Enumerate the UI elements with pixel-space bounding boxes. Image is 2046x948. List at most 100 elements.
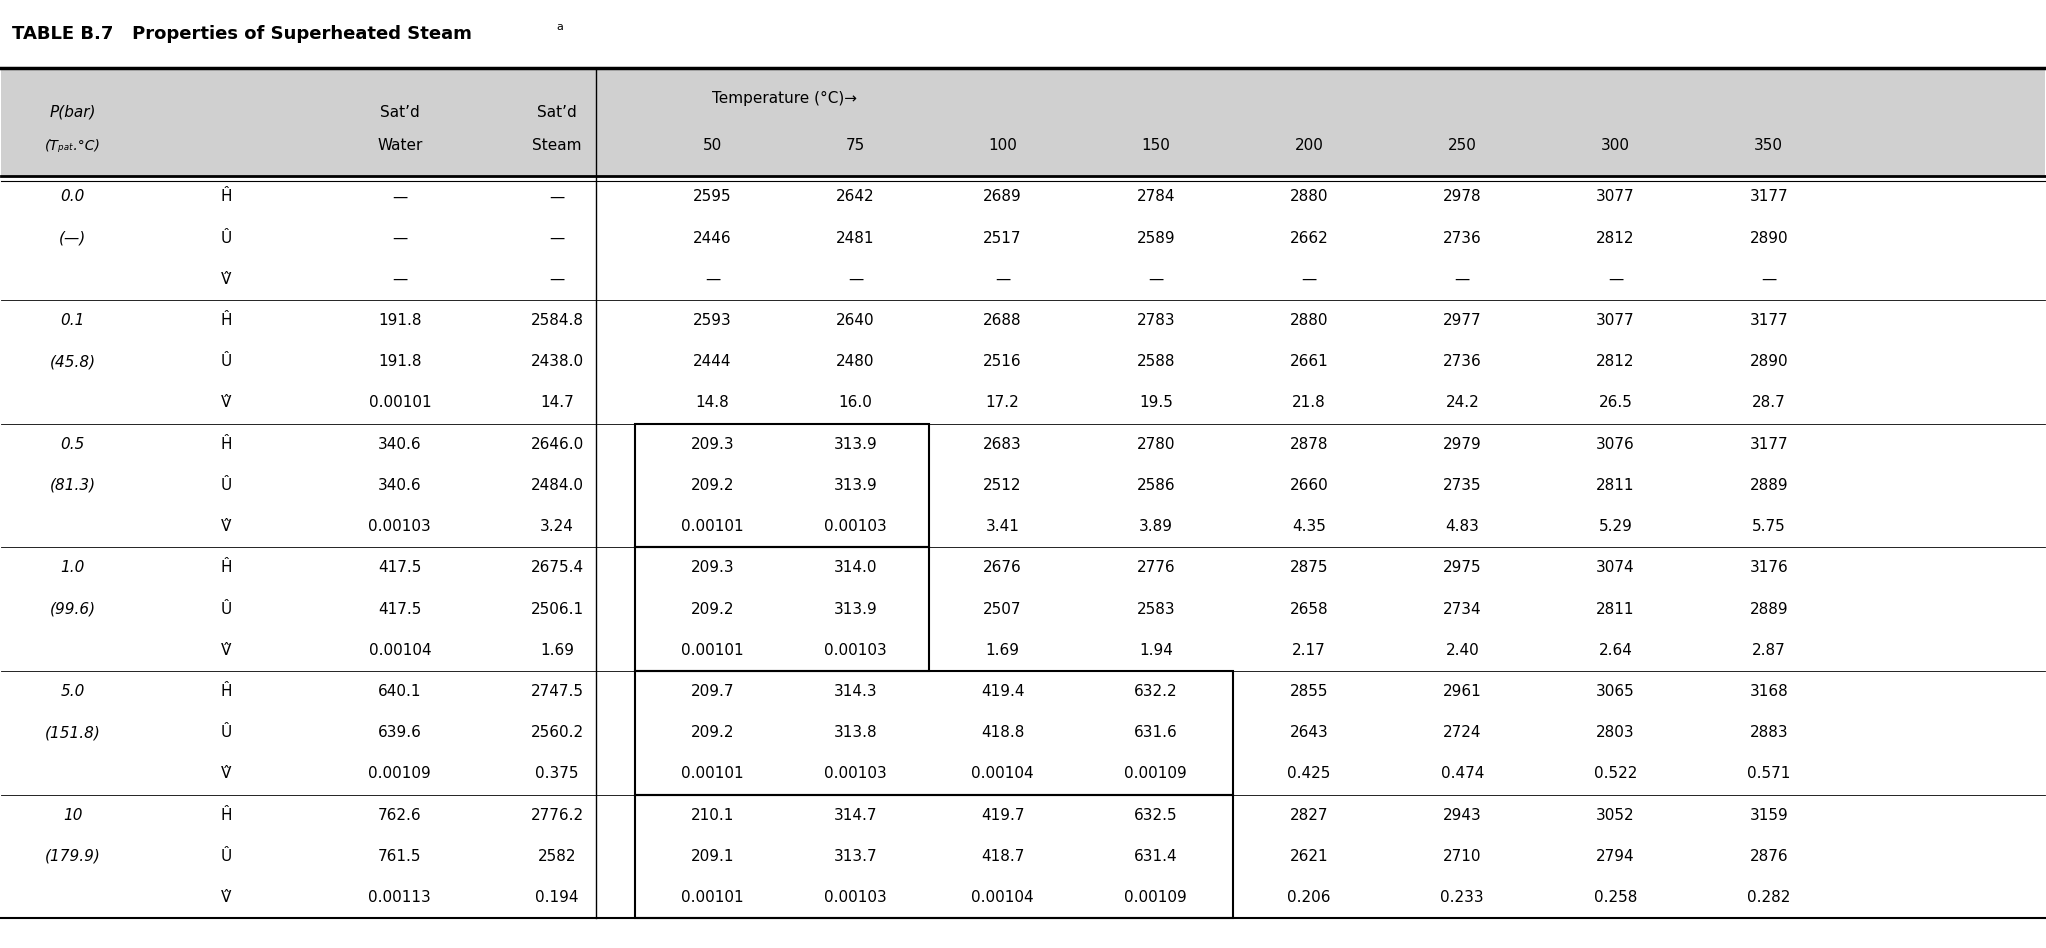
Text: —: — xyxy=(550,190,565,205)
Text: 0.00104: 0.00104 xyxy=(972,890,1033,905)
Text: 2812: 2812 xyxy=(1596,355,1635,370)
Text: 17.2: 17.2 xyxy=(986,395,1019,410)
Text: 0.00101: 0.00101 xyxy=(681,520,745,534)
Text: 0.522: 0.522 xyxy=(1594,767,1637,781)
Text: 14.8: 14.8 xyxy=(696,395,728,410)
Text: 2883: 2883 xyxy=(1749,725,1788,740)
Text: (—): (—) xyxy=(59,230,86,246)
Text: 2975: 2975 xyxy=(1442,560,1481,575)
Text: 0.474: 0.474 xyxy=(1440,767,1483,781)
Text: 314.3: 314.3 xyxy=(833,684,878,699)
Text: (179.9): (179.9) xyxy=(45,848,100,864)
Text: (81.3): (81.3) xyxy=(49,478,96,493)
Text: 639.6: 639.6 xyxy=(379,725,421,740)
Text: 1.94: 1.94 xyxy=(1140,643,1172,658)
Text: 313.9: 313.9 xyxy=(833,602,878,616)
Text: 2595: 2595 xyxy=(694,190,732,205)
Text: 1.0: 1.0 xyxy=(61,560,86,575)
Text: 0.00109: 0.00109 xyxy=(1125,890,1187,905)
Text: 191.8: 191.8 xyxy=(379,313,421,328)
Text: V̂: V̂ xyxy=(221,520,231,534)
Text: —: — xyxy=(393,272,407,287)
Text: 4.83: 4.83 xyxy=(1444,520,1479,534)
Text: 2507: 2507 xyxy=(984,602,1021,616)
Text: 418.7: 418.7 xyxy=(980,848,1025,864)
Text: 2675.4: 2675.4 xyxy=(530,560,583,575)
Text: 2811: 2811 xyxy=(1596,478,1635,493)
Text: 2662: 2662 xyxy=(1289,230,1328,246)
Text: 2735: 2735 xyxy=(1442,478,1481,493)
Text: —: — xyxy=(1148,272,1164,287)
Text: 2878: 2878 xyxy=(1289,437,1328,451)
Text: 0.5: 0.5 xyxy=(61,437,86,451)
Text: 2803: 2803 xyxy=(1596,725,1635,740)
Text: 313.9: 313.9 xyxy=(833,437,878,451)
Text: —: — xyxy=(1301,272,1318,287)
Text: V̂: V̂ xyxy=(221,395,231,410)
Text: 2736: 2736 xyxy=(1442,230,1481,246)
Text: —: — xyxy=(994,272,1011,287)
Text: 10: 10 xyxy=(63,808,82,823)
Text: 762.6: 762.6 xyxy=(379,808,421,823)
Text: 3077: 3077 xyxy=(1596,313,1635,328)
Bar xyxy=(2,67,2044,176)
Text: 3177: 3177 xyxy=(1749,437,1788,451)
Text: 2794: 2794 xyxy=(1596,848,1635,864)
Bar xyxy=(634,424,929,547)
Text: V̂: V̂ xyxy=(221,890,231,905)
Text: 209.7: 209.7 xyxy=(692,684,735,699)
Text: 2480: 2480 xyxy=(837,355,876,370)
Text: TABLE B.7   Properties of Superheated Steam: TABLE B.7 Properties of Superheated Stea… xyxy=(12,25,471,43)
Text: 2734: 2734 xyxy=(1442,602,1481,616)
Text: 2890: 2890 xyxy=(1749,230,1788,246)
Text: 2812: 2812 xyxy=(1596,230,1635,246)
Text: Ĥ: Ĥ xyxy=(221,437,231,451)
Text: 417.5: 417.5 xyxy=(379,602,421,616)
Text: 2889: 2889 xyxy=(1749,602,1788,616)
Text: Ĥ: Ĥ xyxy=(221,313,231,328)
Text: 2586: 2586 xyxy=(1136,478,1174,493)
Text: 2643: 2643 xyxy=(1289,725,1328,740)
Text: Ĥ: Ĥ xyxy=(221,808,231,823)
Text: 2593: 2593 xyxy=(694,313,732,328)
Text: 0.258: 0.258 xyxy=(1594,890,1637,905)
Text: 2876: 2876 xyxy=(1749,848,1788,864)
Text: —: — xyxy=(847,272,863,287)
Text: 210.1: 210.1 xyxy=(692,808,735,823)
Text: Steam: Steam xyxy=(532,138,581,153)
Text: 100: 100 xyxy=(988,138,1017,153)
Text: 2827: 2827 xyxy=(1289,808,1328,823)
Text: 0.206: 0.206 xyxy=(1287,890,1330,905)
Text: 2724: 2724 xyxy=(1442,725,1481,740)
Text: 19.5: 19.5 xyxy=(1140,395,1172,410)
Text: Water: Water xyxy=(376,138,424,153)
Text: 2438.0: 2438.0 xyxy=(530,355,583,370)
Text: 2512: 2512 xyxy=(984,478,1021,493)
Text: 2658: 2658 xyxy=(1289,602,1328,616)
Text: 250: 250 xyxy=(1449,138,1477,153)
Text: Sat’d: Sat’d xyxy=(381,105,419,120)
Text: Û: Û xyxy=(221,602,231,616)
Text: 75: 75 xyxy=(845,138,865,153)
Text: 2661: 2661 xyxy=(1289,355,1328,370)
Text: 28.7: 28.7 xyxy=(1751,395,1786,410)
Text: 0.00101: 0.00101 xyxy=(681,767,745,781)
Text: Ĥ: Ĥ xyxy=(221,560,231,575)
Text: 0.00109: 0.00109 xyxy=(368,767,432,781)
Text: 209.3: 209.3 xyxy=(692,560,735,575)
Text: V̂: V̂ xyxy=(221,272,231,287)
Text: 16.0: 16.0 xyxy=(839,395,872,410)
Text: Û: Û xyxy=(221,725,231,740)
Text: 2978: 2978 xyxy=(1442,190,1481,205)
Text: 2776: 2776 xyxy=(1136,560,1174,575)
Text: a: a xyxy=(557,22,563,32)
Text: 3159: 3159 xyxy=(1749,808,1788,823)
Text: 209.2: 209.2 xyxy=(692,602,735,616)
Text: 2979: 2979 xyxy=(1442,437,1481,451)
Text: 150: 150 xyxy=(1142,138,1170,153)
Text: Ĥ: Ĥ xyxy=(221,684,231,699)
Text: 0.375: 0.375 xyxy=(536,767,579,781)
Text: Temperature (°C)→: Temperature (°C)→ xyxy=(712,91,857,106)
Text: —: — xyxy=(1608,272,1622,287)
Text: 340.6: 340.6 xyxy=(379,478,421,493)
